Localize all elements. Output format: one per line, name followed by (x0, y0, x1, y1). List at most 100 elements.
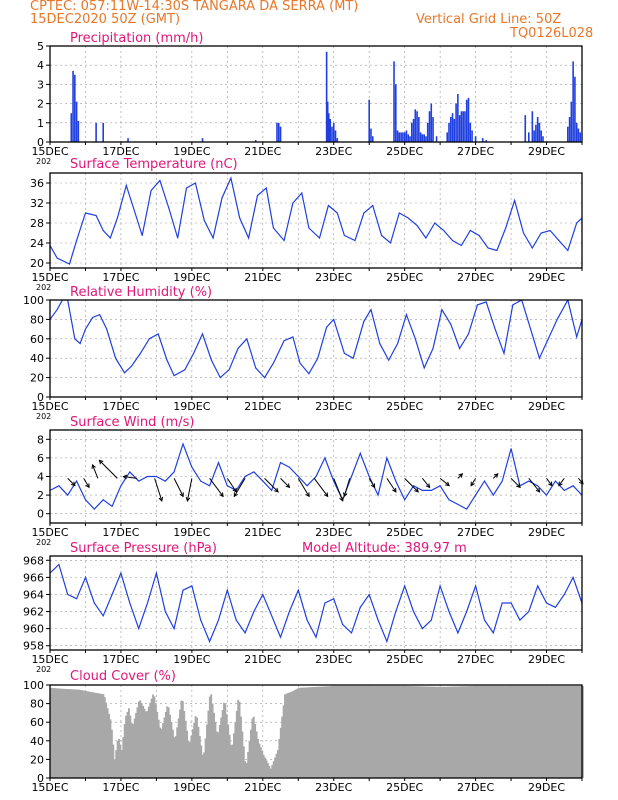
humidity-point (228, 369, 230, 371)
wind-arrow-shaft (99, 460, 118, 479)
cloud-cover-area-slice (52, 688, 55, 778)
precipitation-bar (254, 140, 257, 142)
cloud-cover-area-slice (218, 724, 221, 778)
cloud-cover-area-slice (198, 736, 201, 778)
wind-arrow-shaft (264, 478, 279, 493)
cloud-cover-ytick-label: 80 (30, 698, 44, 711)
cloud-cover-area-slice (143, 708, 146, 778)
wind-point (572, 485, 574, 487)
cloud-cover-area-slice (562, 685, 564, 778)
cloud-cover-area-slice (309, 687, 312, 778)
precipitation-bar (416, 111, 418, 142)
cloud-cover-area-slice (543, 685, 546, 778)
cloud-cover-area-slice (71, 689, 74, 778)
pressure-point (235, 619, 237, 621)
pressure-xtick-label: 23DEC (315, 653, 352, 666)
pressure-ytick-label: 960 (23, 623, 44, 636)
wind-arrow-shaft (209, 478, 224, 497)
wind-arrow-head (232, 487, 237, 493)
pressure-point (546, 602, 548, 604)
temperature-series-line (50, 176, 582, 265)
temperature-point (177, 237, 179, 239)
precipitation-bar (467, 97, 470, 142)
wind-point (466, 508, 468, 510)
cloud-cover-area-slice (264, 757, 267, 778)
cloud-cover-area-slice (386, 685, 389, 778)
pressure-point (483, 619, 485, 621)
wind-point (315, 476, 317, 477)
wind-point (359, 452, 361, 454)
wind-ytick-label: 8 (37, 433, 44, 446)
cloud-cover-area-slice (120, 750, 123, 778)
precipitation-ytick-label: 1 (37, 117, 44, 130)
humidity-point (255, 367, 257, 369)
cloud-cover-area-slice (547, 685, 550, 778)
pressure-point (404, 585, 406, 587)
wind-arrow-head (98, 459, 104, 465)
wind-point (501, 480, 503, 482)
cloud-cover-area-slice (569, 685, 572, 778)
cloud-cover-area-slice (506, 685, 509, 778)
precipitation-bar (414, 109, 417, 142)
cloud-cover-area-slice (323, 686, 326, 778)
cloud-cover-area-slice (342, 685, 345, 778)
cloud-cover-area-slice (574, 685, 577, 778)
pressure-frame (49, 555, 583, 651)
cloud-cover-area-slice (452, 686, 455, 778)
cloud-cover-area-slice (98, 693, 101, 778)
humidity-point (459, 348, 461, 349)
cloud-cover-area-slice (573, 685, 576, 778)
cloud-cover-area-slice (407, 686, 410, 778)
pressure-point (342, 623, 344, 625)
humidity-xtick-label: 17DEC (102, 400, 139, 413)
cloud-cover-area-slice (201, 754, 204, 778)
cloud-cover-area-slice (268, 765, 271, 778)
humidity-panel: 0 20 40 60 80 100 15DEC 17DEC 19DEC 21DEC 23DEC 25D… (23, 285, 583, 421)
wind-point (262, 480, 264, 482)
precipitation-bar (481, 138, 484, 142)
cloud-cover-area-slice (442, 686, 445, 778)
header-run-date: 15DEC2020 50Z (GMT) (30, 12, 181, 27)
cloud-cover-area-slice (302, 687, 305, 778)
cloud-cover-area-slice (357, 685, 360, 778)
precipitation-xtick-label: 21DEC (244, 145, 281, 158)
cloud-cover-area-slice (221, 710, 224, 778)
cloud-cover-area-slice (180, 700, 183, 778)
cloud-cover-area-slice (330, 686, 333, 778)
humidity-point (370, 309, 372, 311)
cloud-cover-area-slice (305, 687, 308, 778)
pressure-point (102, 615, 104, 617)
cloud-cover-area-slice (394, 685, 397, 778)
temperature-point (363, 212, 365, 214)
humidity-point (202, 333, 204, 335)
temperature-title: Surface Temperature (nC) (70, 157, 238, 172)
cloud-cover-area-slice (413, 686, 415, 778)
wind-point (492, 494, 494, 496)
cloud-cover-area-slice (417, 686, 420, 778)
temperature-xtick-label: 27DEC (457, 271, 494, 284)
cloud-cover-area-slice (58, 688, 61, 778)
cloud-cover-area-slice (349, 685, 352, 778)
cloud-cover-area-slice (479, 685, 482, 778)
cloud-cover-area-slice (472, 686, 475, 778)
cloud-cover-area-slice (316, 686, 319, 778)
cloud-cover-area-slice (516, 685, 519, 778)
cloud-cover-xtick-label: 27DEC (457, 781, 494, 794)
pressure-point (244, 632, 246, 634)
cloud-cover-area-slice (491, 685, 494, 778)
precipitation-bar (334, 130, 337, 142)
cloud-cover-area-slice (224, 704, 227, 778)
cloud-cover-area-slice (319, 686, 322, 778)
wind-arrow-head (558, 481, 563, 487)
cloud-cover-area-slice (539, 685, 542, 778)
precipitation-bar (449, 117, 452, 142)
cloud-cover-area-slice (67, 689, 69, 778)
wind-point (191, 466, 193, 468)
humidity-point (503, 352, 505, 354)
pressure-point (138, 628, 140, 630)
cloud-cover-area-slice (162, 723, 164, 778)
cloud-cover-area-slice (572, 685, 574, 778)
cloud-cover-area-slice (241, 731, 244, 778)
cloud-cover-area-slice (244, 761, 247, 778)
pressure-point (377, 619, 379, 621)
